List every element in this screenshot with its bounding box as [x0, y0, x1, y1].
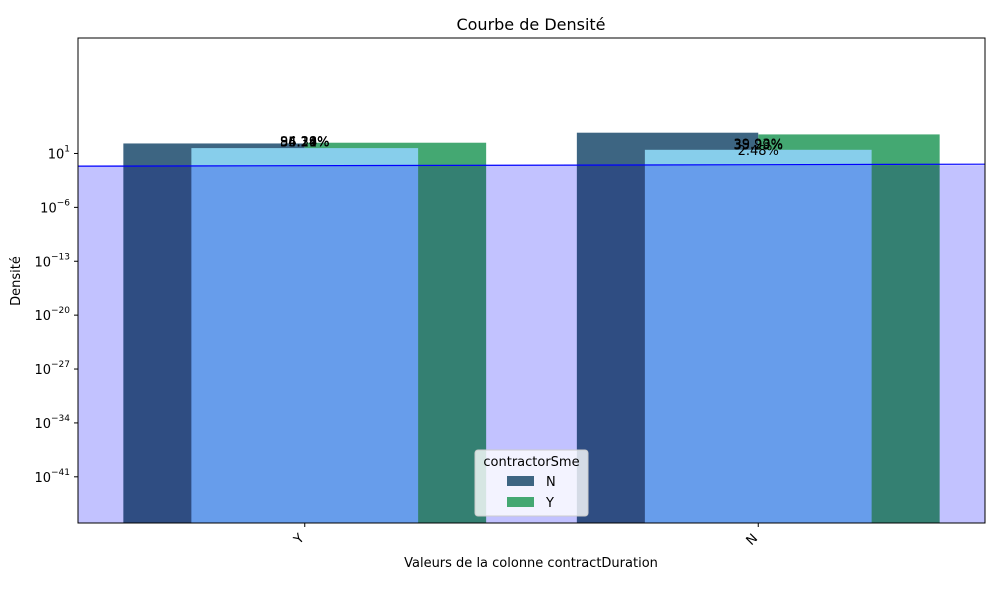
data-label: 39.93% [733, 138, 783, 153]
data-label: 35.29% [733, 138, 783, 153]
y-tick-label: 10−34 [34, 414, 70, 432]
legend-label-N: N [546, 475, 556, 490]
y-tick-label: 10−20 [34, 306, 70, 324]
data-label: 94.38% [280, 135, 330, 150]
y-axis-label: Densité [9, 256, 24, 306]
legend-title: contractorSme [483, 455, 579, 470]
plot-area: 94.38%84.29%56.21%35.14% 39.93%35.29%2.48… [77, 37, 986, 524]
y-tick-label: 101 [48, 144, 70, 162]
legend-swatch-N [507, 476, 534, 486]
legend-label-Y: Y [545, 496, 554, 511]
y-tick-label: 10−13 [34, 252, 70, 270]
x-tick-label: N [744, 531, 761, 548]
y-tick-label: 10−41 [34, 468, 70, 486]
plot-frame [77, 37, 986, 524]
legend: contractorSme NY [474, 449, 589, 517]
data-label: 35.14% [280, 136, 330, 151]
y-tick-label: 10−6 [40, 198, 70, 216]
chart-title: Courbe de Densité [456, 15, 605, 34]
legend-swatch-Y [507, 497, 534, 507]
data-label: 56.21% [280, 135, 330, 150]
data-label: 2.48% [738, 144, 779, 159]
y-tick-label: 10−27 [34, 360, 70, 378]
x-tick-label: Y [291, 531, 308, 548]
data-label: 84.29% [280, 135, 330, 150]
density-line [77, 163, 986, 167]
y-axis-ticks: 101 10−6 10−13 10−20 10−27 10−34 10−41 [34, 144, 78, 486]
x-axis-label: Valeurs de la colonne contractDuration [404, 556, 658, 571]
